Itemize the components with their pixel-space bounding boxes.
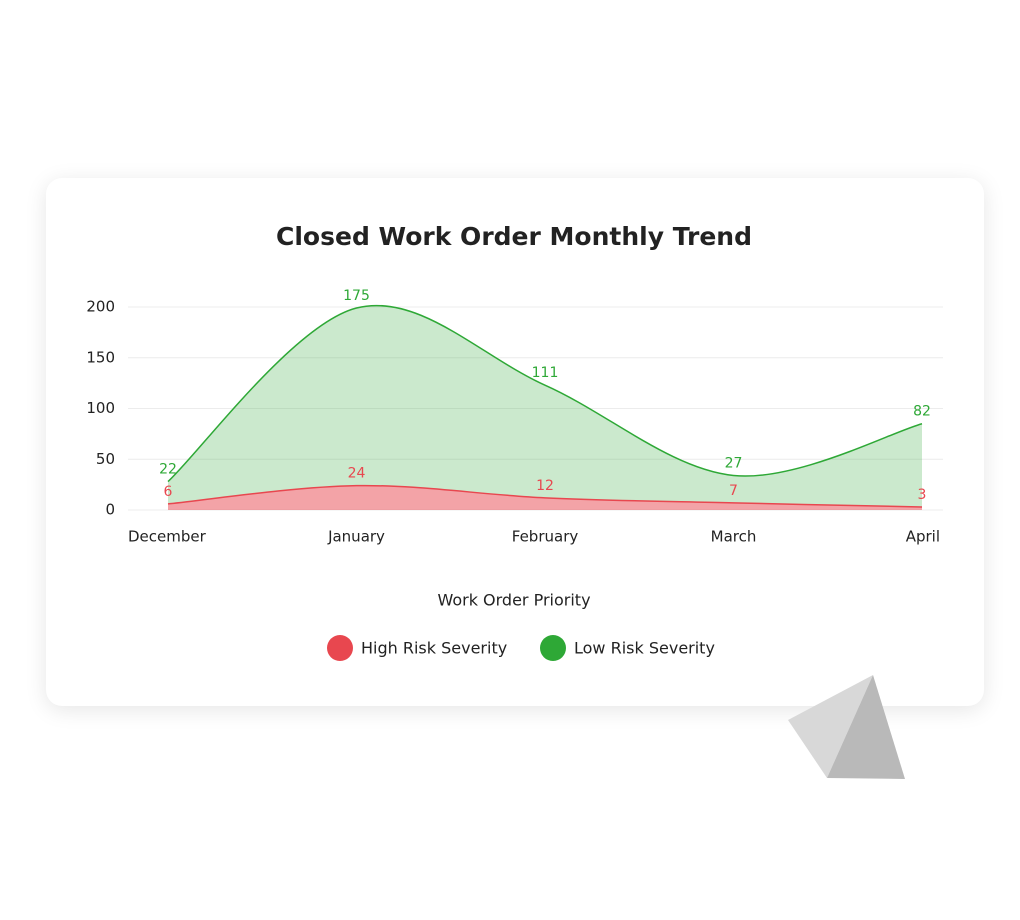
y-tick-label: 100 xyxy=(86,399,115,417)
data-label: 27 xyxy=(725,455,743,471)
data-label: 6 xyxy=(164,484,173,500)
legend-swatch xyxy=(540,635,566,661)
x-tick-label: April xyxy=(906,528,940,546)
data-label: 3 xyxy=(918,487,927,503)
data-label: 82 xyxy=(913,404,931,420)
y-tick-label: 200 xyxy=(86,298,115,316)
legend-swatch xyxy=(327,635,353,661)
legend-label: Low Risk Severity xyxy=(574,639,715,658)
legend-item[interactable]: High Risk Severity xyxy=(327,635,507,661)
x-tick-label: January xyxy=(327,528,385,546)
legend-label: High Risk Severity xyxy=(361,639,507,658)
area-fill xyxy=(168,305,922,507)
area-fill xyxy=(168,485,922,510)
chart-title: Closed Work Order Monthly Trend xyxy=(276,222,752,251)
data-label: 175 xyxy=(343,288,370,304)
pyramid-decoration xyxy=(788,675,905,779)
area-line xyxy=(167,484,923,508)
data-label: 111 xyxy=(532,365,559,381)
area-line xyxy=(167,304,923,483)
legend-item[interactable]: Low Risk Severity xyxy=(540,635,715,661)
data-label: 22 xyxy=(159,462,177,478)
y-tick-label: 150 xyxy=(86,348,115,366)
data-label: 12 xyxy=(536,478,554,494)
y-tick-label: 50 xyxy=(96,450,115,468)
chart-card xyxy=(46,178,984,706)
legend-title: Work Order Priority xyxy=(437,591,590,610)
x-tick-label: March xyxy=(711,528,757,546)
x-tick-label: February xyxy=(512,528,579,546)
x-tick-label: December xyxy=(128,528,207,546)
y-tick-label: 0 xyxy=(105,501,115,519)
data-label: 24 xyxy=(348,466,366,482)
data-label: 7 xyxy=(729,483,738,499)
